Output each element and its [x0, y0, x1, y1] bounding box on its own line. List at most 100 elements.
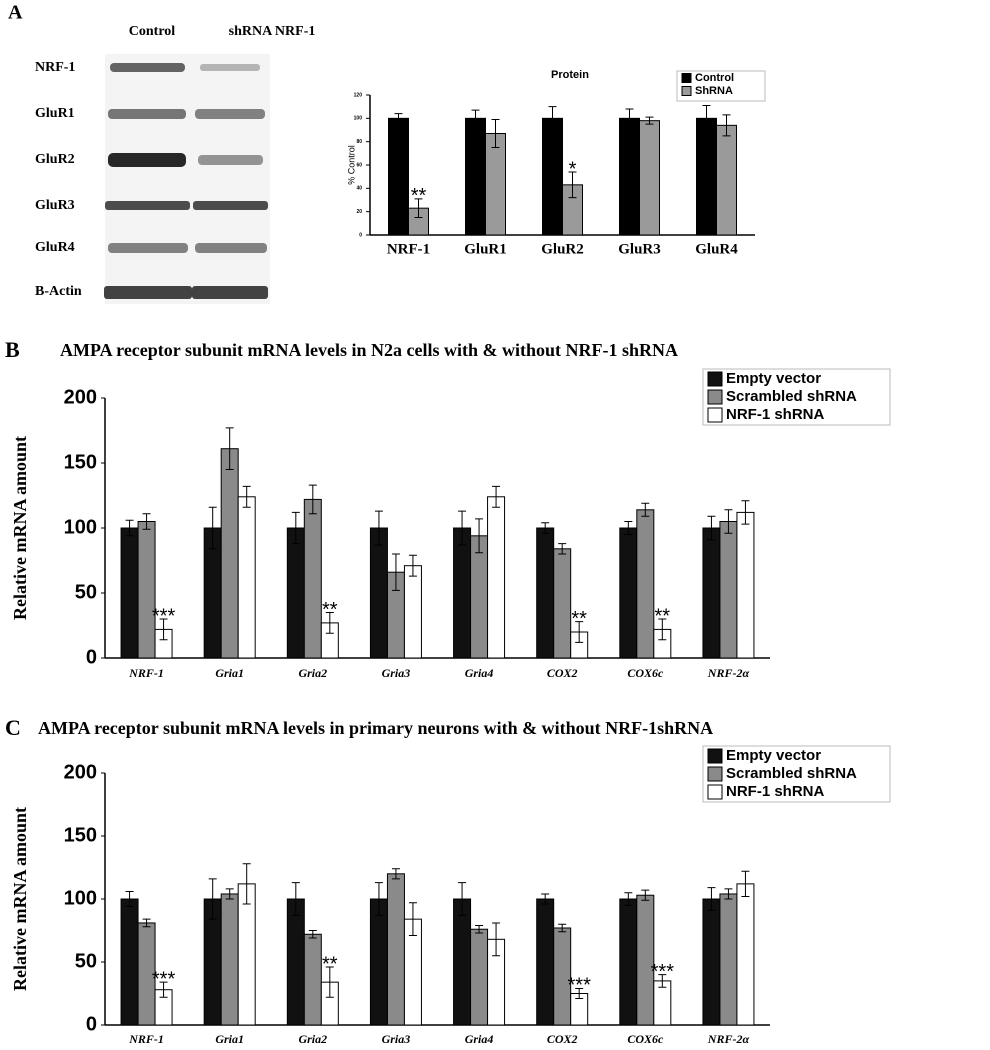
x-tick-label: Gria4	[465, 1032, 494, 1046]
y-tick-label: 0	[86, 1013, 97, 1035]
y-tick-label: 200	[64, 761, 97, 783]
error-bar	[558, 543, 567, 555]
band	[195, 109, 265, 119]
bar	[120, 527, 139, 659]
error-bar	[142, 513, 151, 530]
significance-label: **	[411, 185, 427, 207]
band	[195, 243, 267, 253]
error-bar	[641, 502, 650, 517]
legend-box	[702, 745, 891, 803]
blot-row-label: GluR1	[35, 106, 75, 121]
x-tick-label: NRF-1	[128, 1032, 164, 1046]
band	[105, 201, 190, 210]
error-bar	[208, 506, 217, 550]
x-tick-label: Gria4	[465, 666, 494, 680]
legend-label: Empty vector	[726, 370, 821, 387]
blot-row-label: GluR2	[35, 152, 75, 167]
error-bar	[722, 114, 731, 137]
error-bar	[707, 515, 716, 541]
y-tick-label: 50	[75, 581, 97, 603]
error-bar	[471, 109, 480, 127]
significance-label: **	[322, 953, 338, 975]
bar	[286, 527, 305, 659]
error-bar	[159, 618, 168, 641]
legend-label: Control	[695, 72, 734, 84]
error-bar	[225, 888, 234, 900]
error-bar	[391, 868, 400, 880]
y-tick-label: 20	[356, 209, 362, 215]
legend-label: NRF-1 shRNA	[726, 783, 825, 800]
x-tick-label: GluR2	[541, 241, 584, 257]
error-bar	[325, 966, 334, 998]
chart-title: AMPA receptor subunit mRNA levels in N2a…	[60, 340, 678, 360]
y-tick-label: 100	[354, 116, 363, 122]
y-tick-label: 100	[64, 516, 97, 538]
error-bar	[702, 105, 711, 132]
blot-row-label: GluR4	[35, 240, 75, 255]
error-bar	[491, 119, 500, 148]
legend-swatch	[681, 73, 692, 83]
y-axis-label: % Control	[346, 145, 356, 185]
error-bar	[291, 511, 300, 545]
error-bar	[242, 863, 251, 905]
error-bar	[492, 922, 501, 957]
error-bar	[568, 171, 577, 199]
error-bar	[548, 106, 557, 131]
blot-bands	[104, 54, 270, 304]
error-bar	[741, 500, 750, 525]
significance-label: ***	[568, 975, 592, 997]
x-tick-label: GluR4	[695, 241, 738, 257]
bar	[719, 893, 738, 1026]
y-tick-label: 40	[356, 186, 362, 192]
bar	[719, 521, 738, 659]
band	[108, 109, 186, 119]
bar	[536, 898, 555, 1026]
x-tick-label: NRF-2α	[707, 666, 750, 680]
blot-background	[105, 54, 270, 304]
bar	[553, 548, 572, 659]
error-bar	[414, 198, 423, 218]
panel-label: C	[5, 715, 21, 740]
bar	[303, 498, 322, 659]
significance-label: **	[655, 605, 671, 627]
y-axis-label: Relative mRNA amount	[10, 436, 30, 620]
significance-label: ***	[651, 961, 675, 983]
bar	[120, 898, 139, 1026]
legend-swatch	[707, 784, 723, 800]
error-bar	[658, 618, 667, 641]
error-bar	[641, 889, 650, 901]
bar	[636, 509, 655, 659]
error-bar	[408, 902, 417, 937]
x-tick-label: GluR1	[464, 241, 507, 257]
legend-label: ShRNA	[695, 85, 733, 97]
error-bar	[208, 878, 217, 920]
bar	[237, 883, 256, 1026]
panel-label: A	[8, 2, 23, 24]
x-tick-label: Gria3	[382, 666, 411, 680]
bar	[487, 496, 506, 659]
blot-row-labels: NRF-1 GluR1 GluR2 GluR3 GluR4 B-Actin	[35, 60, 82, 299]
significance-label: **	[571, 608, 587, 630]
legend-swatch	[707, 371, 723, 387]
x-tick-label: Gria1	[215, 666, 244, 680]
y-tick-label: 200	[64, 386, 97, 408]
bar	[453, 527, 472, 659]
legend-box	[702, 368, 891, 426]
band	[108, 153, 186, 167]
band	[200, 64, 260, 71]
significance-label: ***	[152, 968, 176, 990]
blot-row-label: B-Actin	[35, 284, 82, 299]
x-tick-label: COX6c	[627, 1032, 664, 1046]
error-bar	[225, 427, 234, 470]
panel-label: B	[5, 337, 20, 362]
bar	[619, 117, 640, 236]
significance-label: ***	[152, 605, 176, 627]
x-tick-label: Gria2	[298, 1032, 327, 1046]
error-bar	[458, 882, 467, 916]
x-tick-label: COX2	[547, 666, 578, 680]
y-tick-label: 100	[64, 887, 97, 909]
bar	[702, 898, 721, 1026]
blot-column-label: shRNA NRF-1	[229, 24, 316, 39]
error-bar	[645, 116, 654, 125]
